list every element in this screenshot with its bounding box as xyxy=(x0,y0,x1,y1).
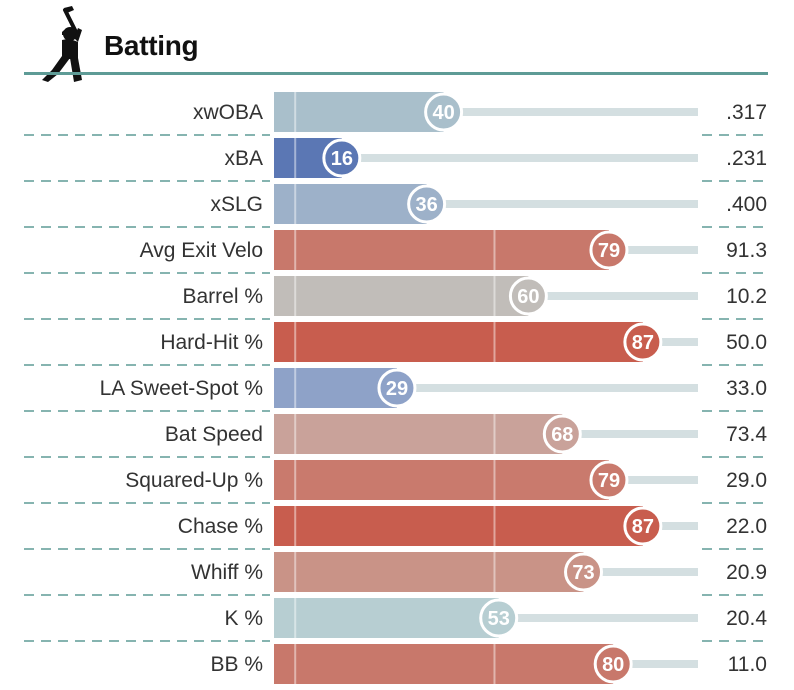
percentile-bar xyxy=(274,598,499,638)
percentile-circle xyxy=(542,414,582,454)
row-label: xBA xyxy=(224,147,263,170)
stat-value: 11.0 xyxy=(728,653,767,676)
stat-value: 29.0 xyxy=(726,469,767,492)
percentile-circle xyxy=(508,276,548,316)
row-label: K % xyxy=(224,607,263,630)
percentile-label: 16 xyxy=(331,148,353,170)
stat-value: 22.0 xyxy=(726,515,767,538)
percentile-bar xyxy=(274,184,427,224)
percentile-circle xyxy=(479,598,519,638)
percentile-bar xyxy=(274,644,614,684)
bar-track xyxy=(642,522,698,530)
stat-value: 50.0 xyxy=(726,331,767,354)
percentile-label: 29 xyxy=(386,378,408,400)
row-label: xSLG xyxy=(210,193,263,216)
header-rule xyxy=(24,72,768,75)
stat-value: .231 xyxy=(726,147,767,170)
percentile-bar xyxy=(274,230,609,270)
percentile-label: 60 xyxy=(517,286,539,308)
percentile-bar xyxy=(274,368,397,408)
row-label: Squared-Up % xyxy=(125,469,263,492)
percentile-bar xyxy=(274,322,643,362)
batter-icon xyxy=(42,6,82,82)
bar-track xyxy=(498,614,698,622)
percentile-label: 79 xyxy=(598,470,620,492)
percentile-circle xyxy=(322,138,362,178)
row-label: LA Sweet-Spot % xyxy=(100,377,263,400)
row-label: Bat Speed xyxy=(165,423,263,446)
percentile-label: 73 xyxy=(572,562,594,584)
percentile-label: 53 xyxy=(488,608,510,630)
percentile-label: 87 xyxy=(632,332,654,354)
percentile-circle xyxy=(564,552,604,592)
bar-track xyxy=(426,200,698,208)
bar-track xyxy=(396,384,698,392)
row-label: Barrel % xyxy=(182,285,263,308)
percentile-label: 79 xyxy=(598,240,620,262)
stat-value: 20.9 xyxy=(726,561,767,584)
stat-value: 91.3 xyxy=(726,239,767,262)
percentile-label: 36 xyxy=(416,194,438,216)
percentile-label: 87 xyxy=(632,516,654,538)
percentile-circle xyxy=(377,368,417,408)
row-label: BB % xyxy=(210,653,263,676)
percentile-bar xyxy=(274,276,529,316)
stat-value: 10.2 xyxy=(726,285,767,308)
stat-value: 73.4 xyxy=(726,423,767,446)
row-label: xwOBA xyxy=(193,101,263,124)
stat-value: 33.0 xyxy=(726,377,767,400)
percentile-label: 68 xyxy=(551,424,573,446)
bar-track xyxy=(613,660,698,668)
panel-title: Batting xyxy=(104,30,199,61)
row-label: Whiff % xyxy=(191,561,263,584)
percentile-bar xyxy=(274,506,643,546)
panel-header: Batting xyxy=(0,0,794,82)
percentile-label: 80 xyxy=(602,654,624,676)
percentile-circle xyxy=(623,322,663,362)
row-label: Hard-Hit % xyxy=(160,331,263,354)
percentile-bar xyxy=(274,460,609,500)
bar-track xyxy=(528,292,698,300)
percentile-circle xyxy=(589,460,629,500)
percentile-bar xyxy=(274,92,444,132)
stat-value: .400 xyxy=(726,193,767,216)
row-label: Chase % xyxy=(178,515,263,538)
percentile-circle xyxy=(589,230,629,270)
bar-track xyxy=(608,246,698,254)
percentile-circle xyxy=(424,92,464,132)
bar-track xyxy=(642,338,698,346)
row-label: Avg Exit Velo xyxy=(140,239,263,262)
percentile-bar xyxy=(274,552,584,592)
bar-track xyxy=(583,568,698,576)
percentile-bar xyxy=(274,414,563,454)
stat-value: 20.4 xyxy=(726,607,767,630)
bar-track xyxy=(443,108,698,116)
bar-track xyxy=(341,154,698,162)
percentile-circle xyxy=(623,506,663,546)
bar-track xyxy=(608,476,698,484)
percentile-circle xyxy=(593,644,633,684)
percentile-label: 40 xyxy=(432,102,454,124)
bar-track xyxy=(562,430,698,438)
percentile-circle xyxy=(407,184,447,224)
stat-value: .317 xyxy=(726,101,767,124)
